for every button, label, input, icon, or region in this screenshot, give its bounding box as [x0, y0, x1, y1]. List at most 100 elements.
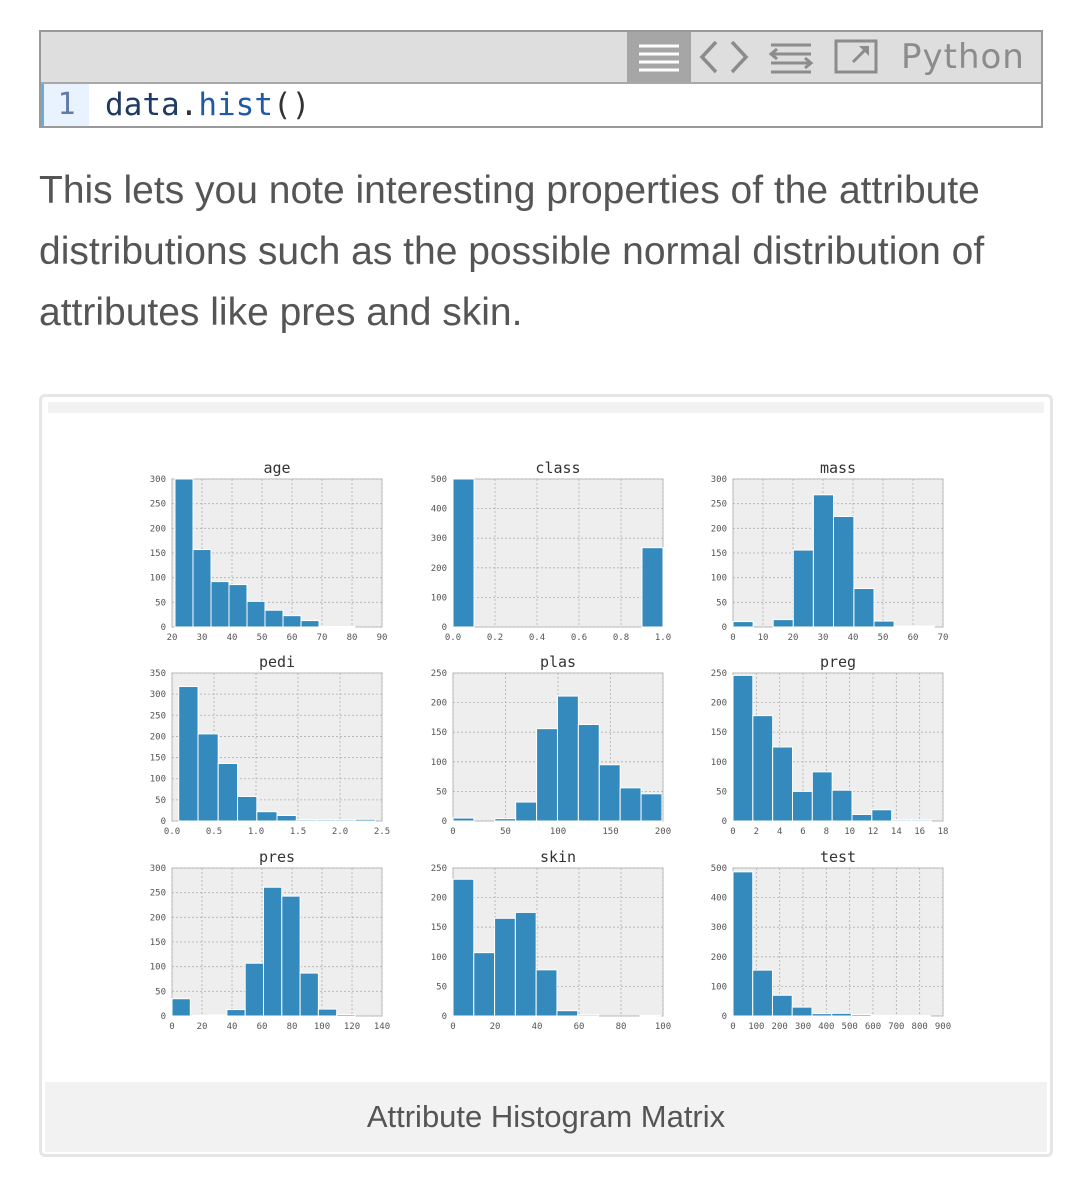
x-tick-label: 90 [377, 633, 388, 643]
y-tick-label: 150 [150, 754, 166, 764]
y-tick-label: 150 [150, 549, 166, 559]
histogram-bar [891, 819, 913, 822]
x-tick-label: 50 [500, 827, 511, 837]
x-tick-label: 60 [574, 1022, 585, 1032]
x-tick-label: 20 [197, 1022, 208, 1032]
histogram-bar [873, 620, 895, 628]
y-tick-label: 0 [442, 623, 447, 633]
histogram-bar [452, 878, 475, 1017]
histogram-bar [732, 674, 754, 822]
x-tick-label: 0.4 [529, 633, 545, 643]
histogram-bar [812, 494, 835, 628]
x-tick-label: 12 [868, 827, 879, 837]
wrap-lines-icon [768, 43, 814, 74]
histogram-bar [210, 581, 230, 628]
y-tick-label: 200 [711, 699, 727, 709]
y-tick-label: 100 [711, 758, 727, 768]
x-tick-label: 1.0 [248, 827, 264, 837]
y-tick-label: 200 [431, 564, 447, 574]
y-tick-label: 0 [722, 623, 727, 633]
histogram-title: pedi [259, 653, 295, 671]
code-token-object: data [105, 87, 180, 123]
histogram-bar [732, 871, 754, 1017]
x-tick-label: 800 [912, 1022, 928, 1032]
y-tick-label: 50 [155, 987, 166, 997]
histogram-skin: 0 20 40 60 80 100 0 50 100 150 200 250 skin [431, 848, 671, 1032]
x-tick-label: 8 [824, 827, 829, 837]
histogram-bar [336, 1014, 356, 1017]
histogram-bar [577, 724, 600, 822]
histogram-bar [335, 819, 356, 822]
x-tick-label: 140 [374, 1022, 390, 1032]
y-tick-label: 300 [150, 864, 166, 874]
y-tick-label: 500 [711, 864, 727, 874]
figure: 20 30 40 50 60 70 80 90 0 50 100 150 200 250 300 age 0.0… [39, 394, 1053, 1157]
x-tick-label: 30 [197, 633, 208, 643]
body-paragraph: This lets you note interesting propertie… [39, 169, 985, 334]
wrap-lines-button[interactable] [763, 32, 819, 82]
code-button[interactable] [696, 32, 752, 82]
histogram-matrix: 20 30 40 50 60 70 80 90050100150200250300age0.0… [150, 459, 951, 1032]
histogram-bar [853, 588, 875, 628]
x-tick-label: 30 [818, 633, 829, 643]
plot-area [452, 478, 664, 628]
y-tick-label: 0 [161, 1012, 166, 1022]
y-tick-label: 300 [431, 534, 447, 544]
histogram-bar [831, 789, 853, 822]
figure-caption: Attribute Histogram Matrix [45, 1082, 1047, 1152]
y-tick-label: 50 [436, 982, 447, 992]
code-line[interactable]: data.hist() [105, 84, 310, 126]
y-tick-label: 300 [711, 475, 727, 485]
y-tick-label: 350 [150, 669, 166, 679]
y-tick-label: 250 [431, 669, 447, 679]
y-tick-label: 400 [431, 505, 447, 515]
histogram-bar [641, 547, 664, 628]
histogram-bar [913, 625, 935, 628]
y-tick-label: 150 [711, 549, 727, 559]
x-tick-label: 0 [730, 633, 735, 643]
histogram-bar [752, 969, 773, 1017]
x-tick-label: 100 [655, 1022, 671, 1032]
histogram-bar [772, 746, 794, 822]
x-tick-label: 4 [777, 827, 782, 837]
histogram-bar [300, 620, 320, 628]
x-tick-label: 0 [450, 1022, 455, 1032]
y-tick-label: 250 [150, 889, 166, 899]
x-tick-label: 20 [788, 633, 799, 643]
open-in-window-button[interactable] [831, 32, 883, 82]
y-tick-label: 50 [716, 598, 727, 608]
x-tick-label: 6 [800, 827, 805, 837]
histogram-bar [639, 1014, 662, 1017]
y-tick-label: 50 [155, 796, 166, 806]
code-line-row: 1 data.hist() [41, 84, 1041, 126]
view-source-button[interactable] [627, 32, 691, 82]
x-tick-label: 200 [772, 1022, 788, 1032]
y-tick-label: 100 [150, 775, 166, 785]
histogram-bar [246, 600, 266, 628]
x-tick-label: 40 [532, 1022, 543, 1032]
y-tick-label: 200 [150, 732, 166, 742]
histogram-bar [515, 801, 538, 822]
x-tick-label: 0.6 [571, 633, 587, 643]
x-tick-label: 0 [730, 827, 735, 837]
histogram-bar [317, 1008, 338, 1017]
y-tick-label: 300 [150, 475, 166, 485]
code-token-dot: . [179, 87, 199, 123]
y-tick-label: 0 [161, 623, 166, 633]
x-tick-label: 16 [914, 827, 925, 837]
x-tick-label: 80 [287, 1022, 298, 1032]
histogram-age: 20 30 40 50 60 70 80 90 0 50 100 150 200 250 300 age [150, 459, 388, 643]
y-tick-label: 100 [150, 963, 166, 973]
histogram-title: age [263, 459, 290, 477]
histogram-bar [228, 584, 248, 628]
y-tick-label: 250 [150, 500, 166, 510]
histogram-bar [494, 917, 516, 1017]
x-tick-label: 20 [167, 633, 178, 643]
histogram-pres: 0 20 40 60 80 100 120 140 0 50 100 150 200 250 300 pres [150, 848, 390, 1032]
histogram-title: skin [540, 848, 576, 866]
y-tick-label: 0 [722, 1012, 727, 1022]
y-tick-label: 0 [442, 1012, 447, 1022]
x-tick-label: 50 [257, 633, 268, 643]
y-tick-label: 50 [155, 598, 166, 608]
histogram-bar [556, 695, 579, 822]
